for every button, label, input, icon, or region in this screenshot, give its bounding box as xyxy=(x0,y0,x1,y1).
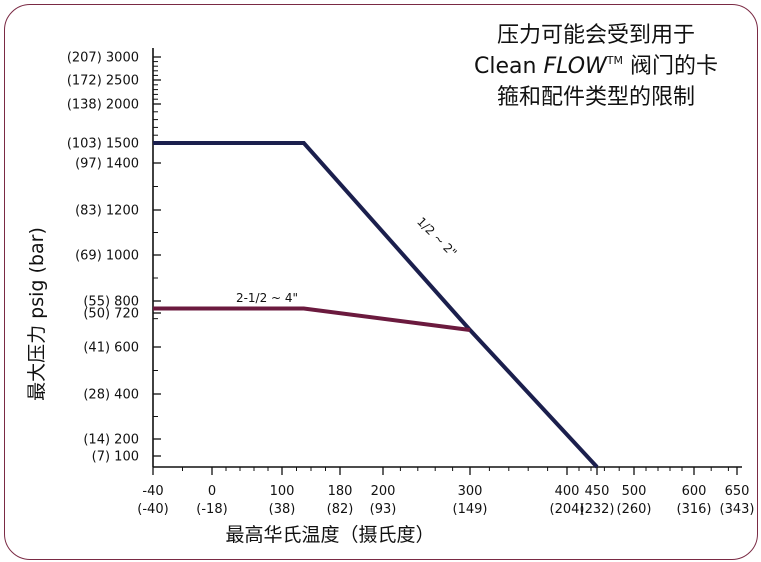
chart-title-line2-italic: FLOW xyxy=(543,54,608,79)
x-tick-label: 600 xyxy=(682,484,707,499)
chart-title-line2-suffix: 阀门的卡 xyxy=(623,54,718,79)
series-layer: 1/2 ~ 2" 2-1/2 ~ 4" xyxy=(153,141,599,469)
y-tick-label: (97) 1400 xyxy=(75,157,139,172)
chart-title-line3: 箍和配件类型的限制 xyxy=(497,85,695,110)
y-tick-label: (55) 800 xyxy=(83,295,139,310)
x-tick-sublabel: (93) xyxy=(370,502,397,517)
chart-title-line1: 压力可能会受到用于 xyxy=(497,23,695,48)
y-axis-title: 最大压力 psig (bar) xyxy=(26,227,48,401)
x-tick-label: 500 xyxy=(622,484,647,499)
x-axis: -40 (-40) 0 (-18) 100 (38) 180 (82) 200 (93) 300 (1… xyxy=(137,466,755,517)
y-tick-label: (41) 600 xyxy=(83,341,139,356)
x-tick-label: 0 xyxy=(208,484,216,499)
y-tick-label: (138) 2000 xyxy=(67,98,139,113)
y-axis: (207) 3000 (172) 2500 (138) 2000 (103) 1500… xyxy=(67,48,161,467)
x-tick-sublabel: (204) xyxy=(550,502,585,517)
chart-title-line2-prefix: Clean xyxy=(474,54,543,79)
x-tick-label: -40 xyxy=(142,484,163,499)
x-tick-sublabel: (-40) xyxy=(137,502,168,517)
x-tick-label: 100 xyxy=(270,484,295,499)
y-tick-label: (28) 400 xyxy=(83,388,139,403)
y-tick-label: (7) 100 xyxy=(92,450,139,465)
x-axis-title: 最高华氏温度（摄氏度） xyxy=(225,524,434,546)
series-line-0 xyxy=(153,141,599,469)
x-tick-sublabel: (82) xyxy=(327,502,354,517)
x-tick-label: 650 xyxy=(725,484,750,499)
y-tick-label: (103) 1500 xyxy=(67,137,139,152)
x-tick-sublabel: (232) xyxy=(580,502,615,517)
x-tick-label: 200 xyxy=(371,484,396,499)
y-tick-label: (69) 1000 xyxy=(75,249,139,264)
chart-title-line2: Clean FLOWTM 阀门的卡 xyxy=(474,54,718,79)
y-tick-label: (207) 3000 xyxy=(67,51,139,66)
y-tick-label: (172) 2500 xyxy=(67,74,139,89)
y-tick-label: (14) 200 xyxy=(83,433,139,448)
x-tick-sublabel: (149) xyxy=(453,502,488,517)
y-tick-label: (50) 720 xyxy=(83,307,139,322)
x-tick-sublabel: (-18) xyxy=(196,502,227,517)
x-tick-sublabel: (343) xyxy=(720,502,755,517)
chart-title-trademark: TM xyxy=(606,54,623,67)
x-tick-label: 400 xyxy=(555,484,580,499)
series-label: 1/2 ~ 2" xyxy=(414,214,459,259)
y-tick-label: (83) 1200 xyxy=(75,204,139,219)
series-line-1 xyxy=(153,306,471,332)
x-tick-label: 300 xyxy=(458,484,483,499)
series-label: 2-1/2 ~ 4" xyxy=(236,291,298,305)
x-tick-sublabel: (316) xyxy=(677,502,712,517)
x-tick-label: 180 xyxy=(328,484,353,499)
x-tick-sublabel: (260) xyxy=(617,502,652,517)
x-tick-label: 450 xyxy=(585,484,610,499)
x-tick-sublabel: (38) xyxy=(269,502,296,517)
